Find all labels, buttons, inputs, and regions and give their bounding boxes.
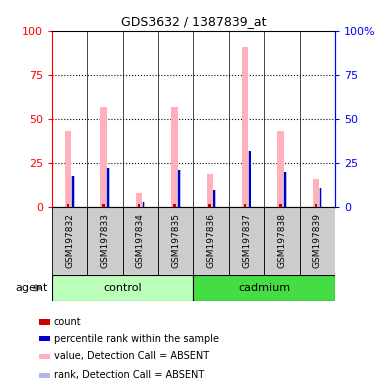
- Bar: [248, 151, 251, 207]
- Bar: [213, 190, 216, 207]
- Bar: [320, 188, 321, 207]
- Bar: [283, 172, 287, 207]
- Bar: [52, 207, 87, 275]
- Bar: [264, 207, 300, 275]
- Bar: [106, 169, 110, 207]
- Bar: [279, 204, 282, 207]
- Bar: [277, 131, 284, 207]
- Text: agent: agent: [16, 283, 48, 293]
- Bar: [100, 107, 107, 207]
- Text: control: control: [104, 283, 142, 293]
- Bar: [213, 190, 215, 207]
- Bar: [171, 107, 177, 207]
- Bar: [39, 354, 50, 359]
- Title: GDS3632 / 1387839_at: GDS3632 / 1387839_at: [121, 15, 266, 28]
- Bar: [72, 175, 74, 207]
- Bar: [136, 193, 142, 207]
- Text: cadmium: cadmium: [238, 283, 290, 293]
- Bar: [107, 169, 109, 207]
- Text: GSM197832: GSM197832: [65, 214, 74, 268]
- Bar: [313, 179, 319, 207]
- Bar: [284, 172, 286, 207]
- Bar: [138, 204, 140, 207]
- Bar: [249, 151, 251, 207]
- Bar: [123, 207, 158, 275]
- Bar: [315, 204, 317, 207]
- Text: GSM197833: GSM197833: [100, 214, 110, 268]
- Bar: [52, 275, 193, 301]
- Bar: [229, 207, 264, 275]
- Bar: [67, 204, 69, 207]
- Bar: [39, 319, 50, 324]
- Bar: [209, 204, 211, 207]
- Bar: [193, 275, 335, 301]
- Text: GSM197836: GSM197836: [207, 214, 216, 268]
- Bar: [65, 131, 72, 207]
- Text: GSM197835: GSM197835: [171, 214, 180, 268]
- Bar: [244, 204, 246, 207]
- Text: count: count: [54, 317, 81, 327]
- Text: GSM197838: GSM197838: [277, 214, 286, 268]
- Bar: [319, 188, 322, 207]
- Text: GSM197837: GSM197837: [242, 214, 251, 268]
- Text: percentile rank within the sample: percentile rank within the sample: [54, 334, 219, 344]
- Bar: [206, 174, 213, 207]
- Bar: [39, 336, 50, 341]
- Text: rank, Detection Call = ABSENT: rank, Detection Call = ABSENT: [54, 370, 204, 380]
- Text: GSM197839: GSM197839: [313, 214, 322, 268]
- Bar: [177, 170, 181, 207]
- Bar: [142, 202, 146, 207]
- Bar: [300, 207, 335, 275]
- Text: GSM197834: GSM197834: [136, 214, 145, 268]
- Bar: [87, 207, 123, 275]
- Bar: [39, 373, 50, 378]
- Bar: [193, 207, 229, 275]
- Bar: [178, 170, 180, 207]
- Bar: [158, 207, 193, 275]
- Bar: [71, 175, 75, 207]
- Bar: [173, 204, 176, 207]
- Bar: [143, 202, 144, 207]
- Bar: [242, 46, 248, 207]
- Bar: [102, 204, 105, 207]
- Text: value, Detection Call = ABSENT: value, Detection Call = ABSENT: [54, 351, 209, 361]
